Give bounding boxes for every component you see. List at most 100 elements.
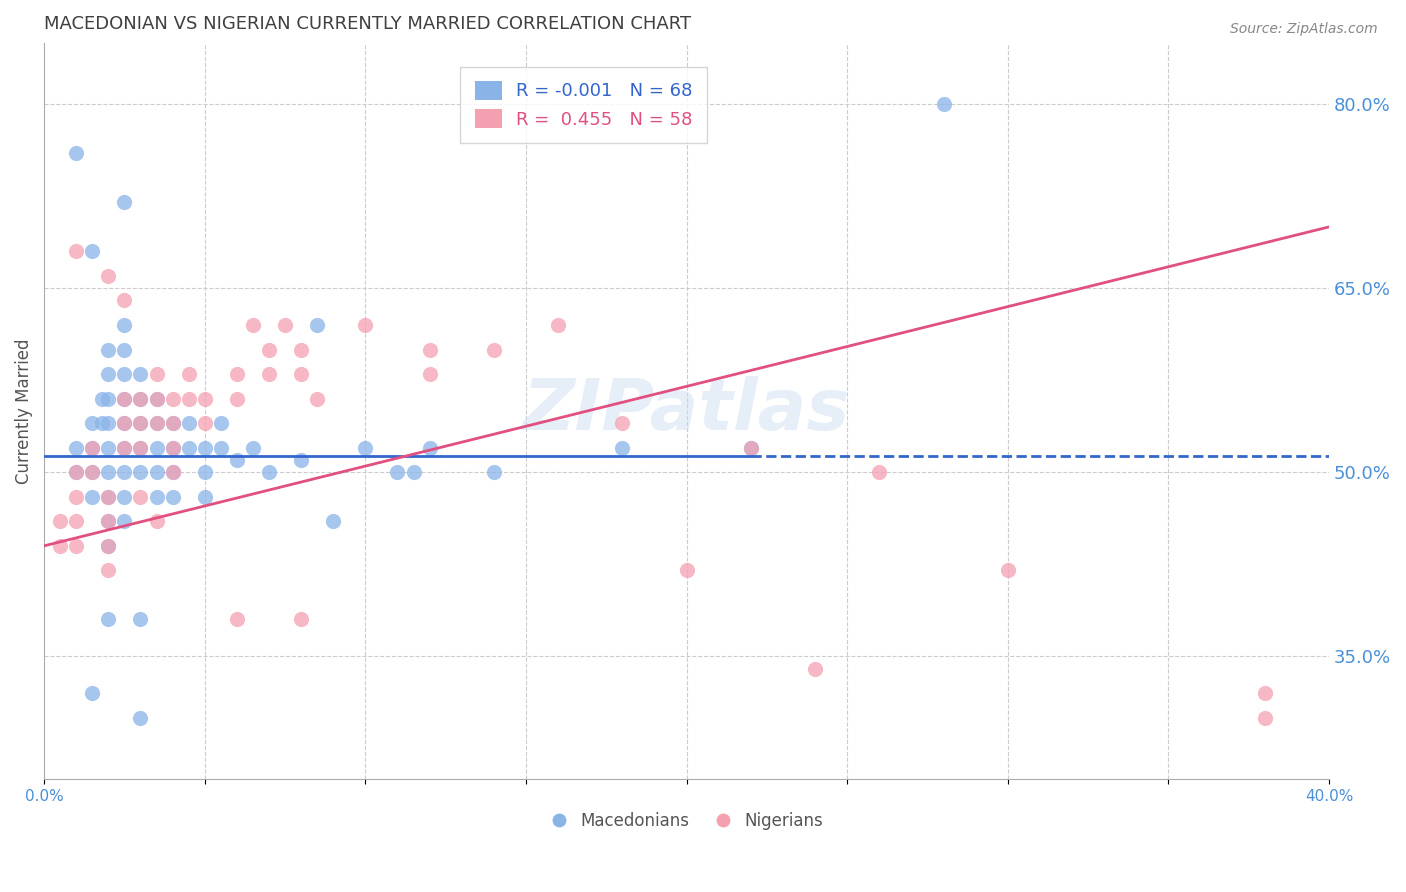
Point: [112, 490, 135, 504]
Point: [97, 490, 120, 504]
Point: [1254, 710, 1277, 724]
Point: [112, 416, 135, 430]
Point: [290, 612, 312, 626]
Point: [354, 441, 377, 455]
Point: [49, 539, 72, 553]
Legend: Macedonians, Nigerians: Macedonians, Nigerians: [544, 805, 830, 837]
Point: [97, 539, 120, 553]
Point: [290, 367, 312, 381]
Point: [97, 441, 120, 455]
Point: [354, 318, 377, 332]
Point: [82, 465, 104, 479]
Point: [90, 392, 112, 406]
Point: [129, 416, 152, 430]
Point: [112, 392, 135, 406]
Point: [162, 441, 184, 455]
Point: [49, 514, 72, 528]
Point: [419, 367, 441, 381]
Point: [145, 441, 167, 455]
Point: [112, 392, 135, 406]
Point: [997, 563, 1019, 577]
Point: [209, 416, 232, 430]
Point: [65, 146, 87, 161]
Point: [804, 661, 827, 675]
Point: [97, 612, 120, 626]
Point: [194, 465, 217, 479]
Point: [65, 490, 87, 504]
Point: [145, 367, 167, 381]
Text: MACEDONIAN VS NIGERIAN CURRENTLY MARRIED CORRELATION CHART: MACEDONIAN VS NIGERIAN CURRENTLY MARRIED…: [44, 15, 692, 33]
Point: [740, 441, 762, 455]
Point: [145, 392, 167, 406]
Point: [419, 441, 441, 455]
Point: [65, 244, 87, 259]
Point: [112, 367, 135, 381]
Point: [307, 318, 329, 332]
Point: [97, 343, 120, 357]
Point: [547, 318, 569, 332]
Point: [129, 490, 152, 504]
Point: [162, 465, 184, 479]
Point: [194, 441, 217, 455]
Point: [145, 392, 167, 406]
Point: [162, 416, 184, 430]
Point: [145, 465, 167, 479]
Point: [82, 441, 104, 455]
Point: [194, 416, 217, 430]
Point: [612, 416, 634, 430]
Point: [177, 392, 200, 406]
Point: [402, 465, 425, 479]
Point: [322, 514, 344, 528]
Point: [225, 392, 247, 406]
Point: [162, 416, 184, 430]
Point: [242, 441, 264, 455]
Point: [290, 453, 312, 467]
Point: [145, 490, 167, 504]
Point: [612, 441, 634, 455]
Point: [257, 465, 280, 479]
Point: [97, 268, 120, 283]
Point: [65, 514, 87, 528]
Point: [225, 453, 247, 467]
Point: [177, 367, 200, 381]
Point: [90, 416, 112, 430]
Point: [82, 441, 104, 455]
Point: [97, 563, 120, 577]
Point: [82, 416, 104, 430]
Point: [162, 392, 184, 406]
Point: [209, 441, 232, 455]
Point: [97, 416, 120, 430]
Point: [162, 490, 184, 504]
Text: ZIPatlas: ZIPatlas: [523, 376, 851, 445]
Point: [82, 244, 104, 259]
Point: [82, 465, 104, 479]
Point: [112, 416, 135, 430]
Point: [932, 97, 955, 112]
Point: [129, 392, 152, 406]
Point: [145, 416, 167, 430]
Point: [482, 343, 505, 357]
Point: [97, 392, 120, 406]
Point: [868, 465, 890, 479]
Point: [65, 465, 87, 479]
Point: [225, 367, 247, 381]
Point: [112, 293, 135, 308]
Point: [307, 392, 329, 406]
Point: [145, 514, 167, 528]
Point: [129, 465, 152, 479]
Point: [65, 465, 87, 479]
Point: [675, 563, 697, 577]
Point: [97, 465, 120, 479]
Point: [1254, 686, 1277, 700]
Point: [177, 416, 200, 430]
Point: [290, 343, 312, 357]
Point: [145, 416, 167, 430]
Point: [129, 710, 152, 724]
Point: [740, 441, 762, 455]
Point: [225, 612, 247, 626]
Point: [112, 514, 135, 528]
Point: [162, 465, 184, 479]
Point: [194, 392, 217, 406]
Point: [97, 514, 120, 528]
Point: [129, 367, 152, 381]
